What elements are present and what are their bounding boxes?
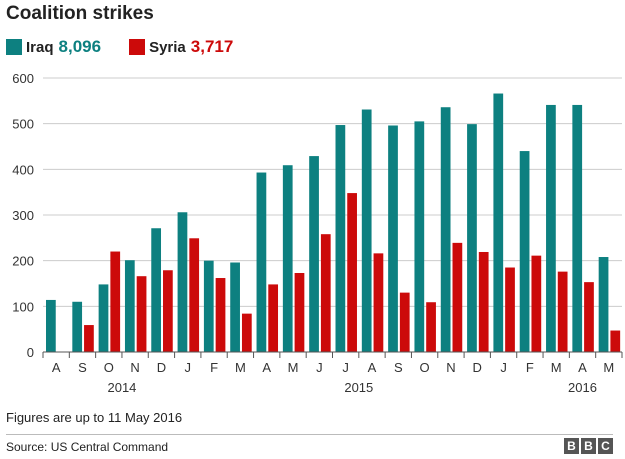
x-tick-label: F xyxy=(526,360,534,375)
bar-iraq xyxy=(546,104,556,353)
bar-iraq xyxy=(177,212,188,352)
bar-syria xyxy=(215,278,226,352)
footer-divider xyxy=(6,434,613,435)
legend-total-syria: 3,717 xyxy=(190,37,234,56)
x-tick-label: N xyxy=(130,360,139,375)
bar-syria xyxy=(426,302,436,352)
y-tick-label: 300 xyxy=(12,208,34,223)
x-tick-label: J xyxy=(342,360,349,375)
bar-iraq xyxy=(203,260,214,352)
bar-iraq xyxy=(46,299,56,352)
x-tick-label: M xyxy=(288,360,299,375)
legend-item-syria: Syria 3,717 xyxy=(129,37,233,57)
x-tick-label: O xyxy=(420,360,430,375)
x-tick-label: N xyxy=(446,360,455,375)
bar-iraq xyxy=(361,109,372,352)
y-tick-label: 100 xyxy=(12,299,34,314)
x-tick-label: M xyxy=(603,360,614,375)
bar-syria xyxy=(399,292,410,352)
bar-iraq xyxy=(493,93,504,352)
bar-syria xyxy=(531,255,542,352)
x-tick-label: D xyxy=(157,360,166,375)
logo-letter: B xyxy=(564,438,579,454)
x-tick-label: D xyxy=(473,360,482,375)
bar-iraq xyxy=(98,284,109,352)
x-tick-label: M xyxy=(235,360,246,375)
x-tick-label: J xyxy=(185,360,192,375)
bar-iraq xyxy=(151,228,162,352)
bar-iraq xyxy=(335,125,346,352)
bar-syria xyxy=(557,271,568,352)
bar-syria xyxy=(347,193,357,352)
bar-syria xyxy=(110,251,121,352)
bar-syria xyxy=(84,325,94,352)
x-tick-label: O xyxy=(104,360,114,375)
x-tick-label: A xyxy=(578,360,587,375)
bar-iraq xyxy=(572,104,583,353)
y-tick-label: 600 xyxy=(12,71,34,86)
x-tick-label: J xyxy=(500,360,507,375)
bar-iraq xyxy=(388,125,398,352)
bar-syria xyxy=(584,282,594,352)
bar-iraq xyxy=(414,121,425,352)
legend-total-iraq: 8,096 xyxy=(58,37,102,56)
bar-syria xyxy=(189,238,200,352)
year-label: 2016 xyxy=(568,380,597,395)
bar-syria xyxy=(268,284,279,352)
legend-swatch-syria xyxy=(129,39,146,55)
y-tick-label: 200 xyxy=(12,254,34,269)
bar-syria xyxy=(320,234,331,352)
legend-swatch-iraq xyxy=(6,39,22,55)
bar-syria xyxy=(294,272,305,352)
bar-iraq xyxy=(72,301,83,352)
year-label: 2015 xyxy=(344,380,373,395)
y-tick-label: 400 xyxy=(12,162,34,177)
bbc-logo: B B C xyxy=(562,438,613,454)
bar-syria xyxy=(505,267,515,352)
bar-iraq xyxy=(230,262,240,352)
legend-label-syria: Syria xyxy=(149,38,186,56)
year-label: 2014 xyxy=(107,380,136,395)
bar-iraq xyxy=(256,172,267,352)
bar-iraq xyxy=(124,260,135,352)
x-tick-label: J xyxy=(316,360,323,375)
bar-chart: 0 100 200 300 400 500 600 A S O N D J F M A M J J A S O N D J F M A… xyxy=(12,71,623,395)
x-tick-label: S xyxy=(394,360,403,375)
logo-letter: B xyxy=(581,438,596,454)
bar-syria xyxy=(136,276,147,352)
bar-syria xyxy=(163,270,173,352)
y-tick-label: 0 xyxy=(27,345,34,360)
bar-iraq xyxy=(598,257,609,352)
x-tick-label: M xyxy=(551,360,562,375)
legend: Iraq 8,096 Syria 3,717 xyxy=(6,37,261,57)
x-tick-label: A xyxy=(368,360,377,375)
source-text: Source: US Central Command xyxy=(6,440,169,454)
legend-label-iraq: Iraq xyxy=(26,38,54,56)
x-tick-label: F xyxy=(210,360,218,375)
bar-iraq xyxy=(282,165,293,352)
bar-syria xyxy=(241,313,252,352)
bar-iraq xyxy=(467,124,477,352)
bar-iraq xyxy=(440,107,451,352)
x-tick-label: A xyxy=(52,360,61,375)
bar-iraq xyxy=(309,156,319,352)
bar-syria xyxy=(452,242,463,352)
bar-iraq xyxy=(519,151,530,352)
chart-note: Figures are up to 11 May 2016 xyxy=(6,410,183,425)
logo-letter: C xyxy=(598,438,613,454)
bar-syria xyxy=(373,253,384,352)
chart-title: Coalition strikes xyxy=(6,3,154,24)
x-tick-label: S xyxy=(78,360,87,375)
bar-syria xyxy=(610,330,621,352)
bar-syria xyxy=(478,251,489,352)
y-tick-label: 500 xyxy=(12,117,34,132)
legend-item-iraq: Iraq 8,096 xyxy=(6,37,101,57)
x-tick-label: A xyxy=(262,360,271,375)
